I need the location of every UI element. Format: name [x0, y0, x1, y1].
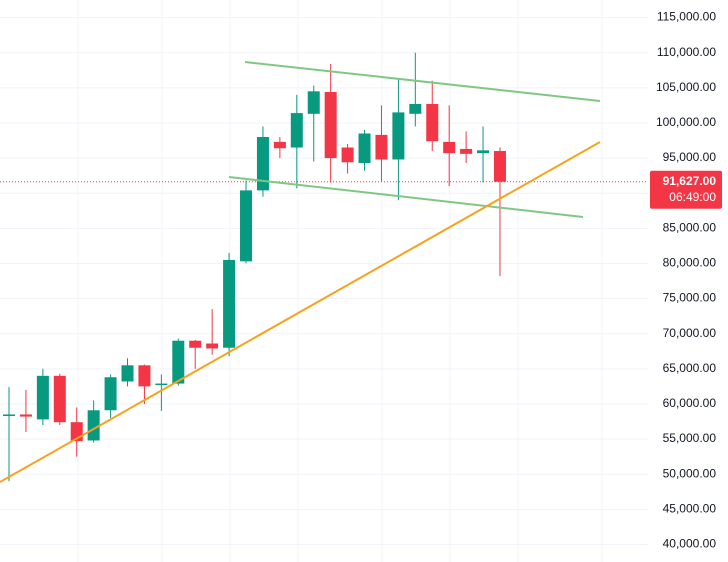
y-tick-label: 85,000.00	[663, 220, 717, 234]
grid	[0, 17, 648, 545]
last-price-label: 91,627.00	[663, 174, 717, 188]
y-tick-label: 95,000.00	[663, 150, 717, 164]
candle-body	[460, 148, 473, 154]
y-tick-label: 75,000.00	[663, 291, 717, 305]
candle-body	[172, 340, 185, 384]
support-line	[0, 141, 601, 483]
candle-body	[138, 365, 151, 387]
y-tick-label: 80,000.00	[663, 256, 717, 270]
candle-body	[53, 375, 66, 423]
y-tick-label: 40,000.00	[663, 537, 717, 551]
candle-body	[256, 136, 269, 191]
candle-body	[493, 151, 506, 182]
candle-body	[409, 103, 422, 114]
candle-body	[392, 112, 405, 160]
candle-body	[290, 113, 303, 148]
candle-body	[189, 340, 202, 348]
candle-body	[104, 377, 117, 411]
candle-body	[375, 134, 388, 160]
y-tick-label: 60,000.00	[663, 396, 717, 410]
price-axis: 40,000.00 45,000.00 50,000.00 55,000.00 60,0…	[650, 10, 722, 551]
y-tick-label: 50,000.00	[663, 466, 717, 480]
candle-body	[223, 259, 236, 348]
candle-body	[358, 133, 371, 163]
candle-body	[307, 91, 320, 114]
channel-upper	[244, 61, 601, 102]
candle-body	[273, 141, 286, 149]
candle-body	[87, 410, 100, 441]
y-tick-label: 100,000.00	[656, 115, 716, 129]
countdown: 06:49:00	[669, 190, 716, 204]
candle-body	[324, 92, 337, 159]
candle-body	[443, 141, 456, 154]
channel-lower	[228, 176, 584, 218]
y-tick-label: 55,000.00	[663, 431, 717, 445]
candle-body	[36, 375, 49, 420]
trend-lines	[0, 61, 601, 483]
candle-body	[19, 414, 32, 417]
candle-body	[3, 414, 15, 416]
candle-body	[477, 150, 490, 154]
y-tick-label: 105,000.00	[656, 80, 716, 94]
y-tick-label: 70,000.00	[663, 326, 717, 340]
candle-body	[206, 343, 219, 349]
y-tick-label: 115,000.00	[657, 10, 716, 24]
vertical-grid	[77, 0, 603, 562]
candle-body	[341, 147, 354, 163]
y-tick-label: 110,000.00	[657, 45, 716, 59]
candle-body	[240, 190, 253, 262]
last-price-box	[650, 170, 722, 209]
candle-body	[426, 103, 439, 142]
candles	[3, 52, 506, 482]
y-tick-label: 65,000.00	[663, 361, 717, 375]
candle-body	[155, 383, 168, 386]
candle-body	[121, 365, 134, 382]
y-tick-label: 45,000.00	[663, 501, 717, 515]
